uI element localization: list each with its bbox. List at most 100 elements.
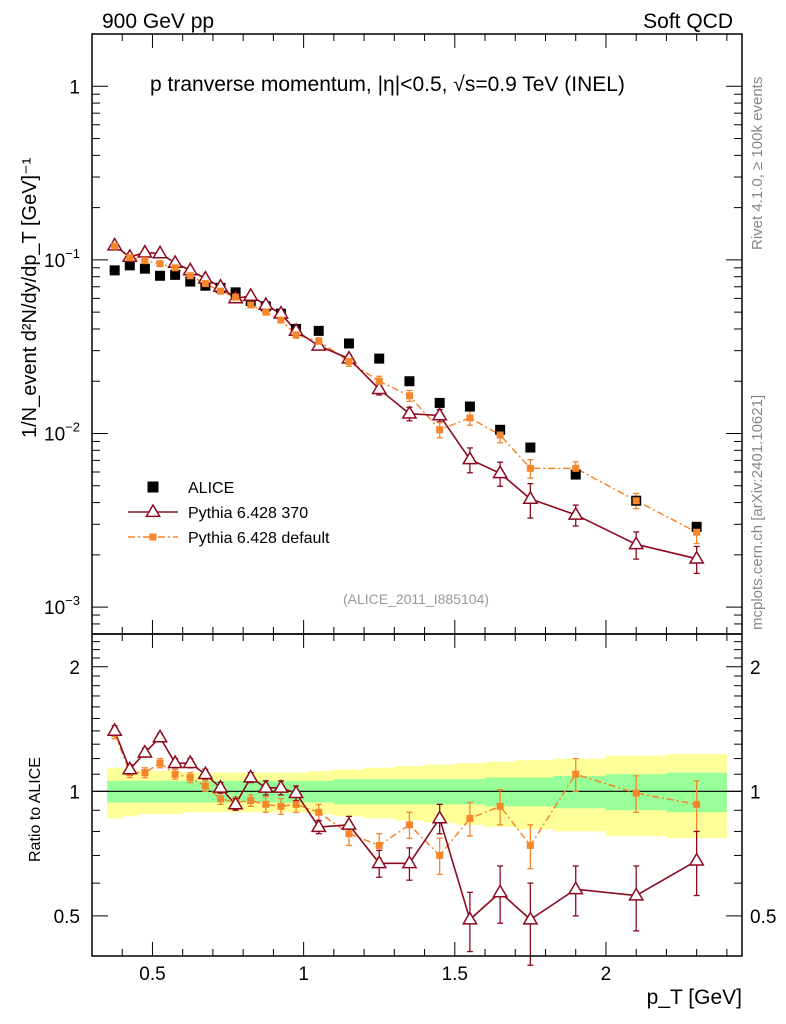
legend-marker-alice — [147, 481, 159, 493]
pythia-default-ratio-point — [345, 830, 353, 838]
y-tick-label-main: 10−2 — [44, 419, 80, 445]
pythia-370-ratio-point — [492, 883, 509, 898]
pythia-default-point — [632, 497, 640, 505]
pythia-370-ratio-point — [242, 769, 259, 783]
pythia-default-point — [436, 426, 444, 434]
pythia-default-point — [201, 280, 209, 288]
alice-data-point — [124, 260, 135, 271]
pythia-default-ratio-point — [693, 800, 701, 808]
pythia-default-point — [375, 377, 383, 385]
pythia-370-ratio-point — [401, 854, 418, 869]
pythia-370-ratio-point — [227, 795, 244, 810]
alice-data-point — [495, 424, 506, 435]
pythia-default-point — [405, 392, 413, 400]
pythia-370-ratio-point — [628, 887, 645, 901]
y-tick-label-main: 10−3 — [44, 593, 80, 619]
chart-title: p tranverse momentum, |η|<0.5, √s=0.9 Te… — [150, 73, 625, 96]
pythia-370-ratio-point — [182, 754, 199, 769]
header-right: Soft QCD — [643, 10, 733, 33]
pythia-370-point — [431, 406, 448, 421]
pythia-default-ratio-point — [216, 795, 224, 803]
y-tick-label-ratio: 0.5 — [54, 907, 80, 928]
legend-label: Pythia 6.428 370 — [188, 505, 308, 522]
pythia-default-point — [693, 528, 701, 536]
pythia-370-point — [242, 287, 259, 302]
legend: ALICE Pythia 6.428 370 Pythia 6.428 defaul… — [128, 480, 330, 547]
pythia-default-ratio-point — [141, 769, 149, 777]
pythia-370-ratio-point — [152, 728, 168, 743]
pythia-370-ratio-point — [522, 911, 539, 925]
pythia-default-point — [572, 464, 580, 472]
pythia-default-point — [216, 287, 224, 295]
pythia-default-ratio-point — [262, 800, 270, 808]
pythia-370-ratio-point — [106, 722, 123, 736]
pythia-default-point — [496, 431, 504, 439]
alice-data-point — [155, 270, 166, 281]
pythia-370-ratio-point — [310, 818, 327, 833]
pythia-370-point — [492, 464, 509, 479]
pythia-default-ratio-point — [292, 800, 300, 808]
pythia-default-ratio-point — [572, 770, 580, 778]
pythia-370-point — [136, 244, 153, 258]
y-tick-exponent: −2 — [65, 419, 80, 434]
analysis-label: (ALICE_2011_I885104) — [343, 591, 489, 607]
pythia-370-ratio-point — [288, 784, 305, 799]
pythia-default-point — [345, 357, 353, 365]
alice-data-point — [464, 401, 475, 412]
pythia-370-ratio-point — [272, 779, 289, 793]
pythia-default-point — [232, 293, 240, 301]
alice-data-point — [525, 442, 536, 453]
x-tick-label: 2 — [601, 964, 612, 985]
pythia-370-ratio-point — [371, 854, 388, 869]
pythia-default-point — [315, 337, 323, 345]
rivet-label: Rivet 4.1.0, ≥ 100k events — [749, 77, 766, 250]
pythia-default-point — [186, 272, 194, 280]
pythia-default-ratio-point — [315, 808, 323, 816]
ratio-panel: 0.5 1 1.5 2 0.5 0.5 1 1 2 2 — [54, 633, 776, 985]
legend-label: Pythia 6.428 default — [188, 530, 330, 547]
ratio-frame — [91, 633, 743, 957]
pythia-default-ratio-point — [156, 759, 164, 767]
pythia-default-point — [126, 254, 134, 262]
pythia-370-point — [628, 535, 645, 550]
alice-data-point — [570, 469, 581, 480]
pythia-370-point — [371, 380, 388, 395]
pythia-default-ratio-point — [277, 802, 285, 810]
pythia-default-ratio-point — [375, 841, 383, 849]
alice-data-point — [170, 269, 181, 280]
header-left: 900 GeV pp — [102, 10, 214, 33]
pythia-370-ratio-point — [136, 744, 153, 758]
pythia-default-ratio-point — [466, 814, 474, 822]
y-tick-label-ratio-right: 2 — [750, 658, 761, 679]
alice-data-point — [313, 325, 324, 336]
pythia-370-point — [567, 506, 584, 520]
pythia-default-ratio-point — [186, 774, 194, 782]
legend-label: ALICE — [188, 480, 234, 497]
pythia-default-point — [526, 464, 534, 472]
pythia-370-ratio-point — [197, 765, 214, 780]
pythia-370-ratio-point — [212, 779, 229, 793]
y-axis-label-main: 1/N_event d²N/dy/dp_T [GeV]⁻¹ — [19, 157, 41, 438]
x-tick-label: 1.5 — [442, 964, 468, 985]
ratio-band-inner — [107, 772, 727, 813]
y-tick-label-ratio: 1 — [69, 782, 80, 803]
pythia-default-point — [156, 260, 164, 268]
pythia-370-ratio-point — [341, 816, 357, 830]
alice-data-point — [404, 376, 415, 387]
alice-data-point — [434, 397, 445, 408]
pythia-default-point — [141, 257, 149, 265]
alice-data-point — [343, 338, 354, 349]
pythia-default-point — [262, 308, 270, 316]
pythia-370-point — [152, 244, 168, 259]
y-tick-label-ratio-right: 0.5 — [750, 907, 776, 928]
legend-marker-pythia-default — [149, 533, 157, 541]
pythia-370-ratio-point — [431, 809, 448, 824]
y-axis-label-ratio: Ratio to ALICE — [27, 757, 44, 862]
pythia-default-point — [247, 301, 255, 309]
pythia-default-ratio-point — [496, 802, 504, 810]
pythia-default-ratio-point — [632, 789, 640, 797]
pythia-default-ratio-point — [171, 770, 179, 778]
pythia-370-ratio-point — [121, 760, 138, 775]
alice-data-point — [185, 276, 196, 287]
pythia-default-ratio-point — [436, 851, 444, 859]
